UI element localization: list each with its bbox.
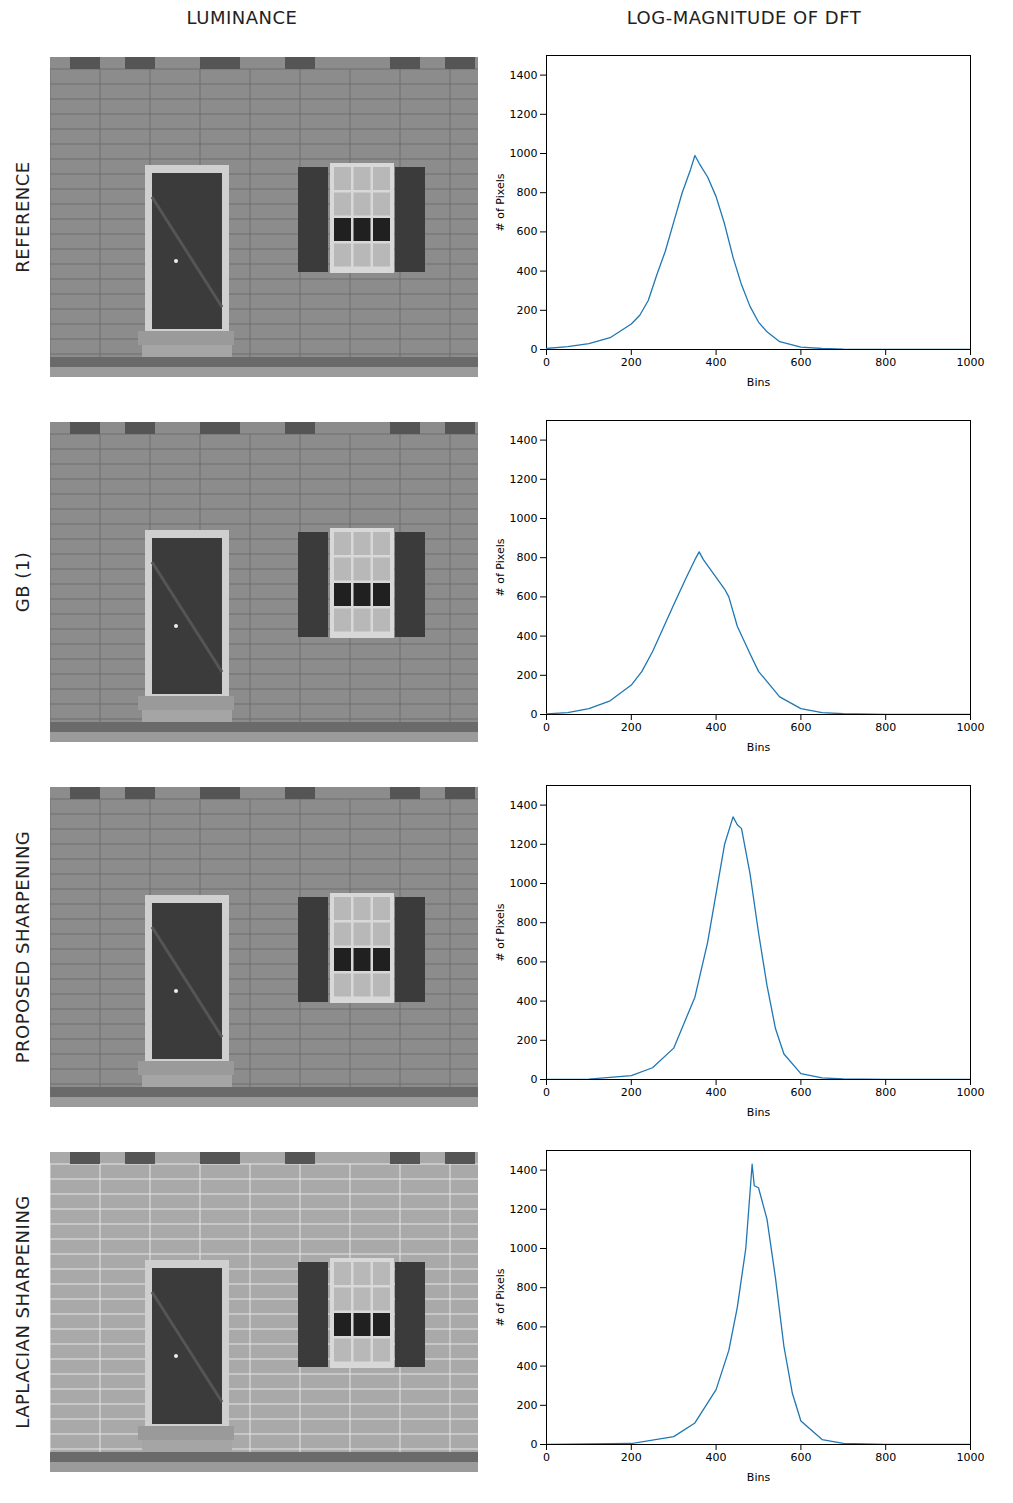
svg-text:800: 800 <box>517 916 538 929</box>
svg-text:1000: 1000 <box>510 147 538 160</box>
svg-text:400: 400 <box>706 1086 727 1099</box>
svg-text:1400: 1400 <box>510 798 538 811</box>
svg-text:1400: 1400 <box>510 433 538 446</box>
svg-text:800: 800 <box>875 721 896 734</box>
svg-text:600: 600 <box>790 356 811 369</box>
svg-text:1000: 1000 <box>957 1451 985 1464</box>
html-text:LUMINANCE: LUMINANCE <box>186 6 298 28</box>
svg-text:200: 200 <box>621 356 642 369</box>
svg-text:800: 800 <box>875 1451 896 1464</box>
svg-text:0: 0 <box>531 1438 538 1451</box>
svg-text:200: 200 <box>517 1398 538 1411</box>
svg-text:200: 200 <box>517 303 538 316</box>
svg-text:# of Pixels: # of Pixels <box>494 903 507 961</box>
svg-text:800: 800 <box>517 186 538 199</box>
svg-text:1000: 1000 <box>510 512 538 525</box>
svg-text:600: 600 <box>790 1086 811 1099</box>
html-text:REFERENCE: REFERENCE <box>11 160 33 273</box>
svg-text:200: 200 <box>517 1033 538 1046</box>
svg-text:Bins: Bins <box>747 375 771 388</box>
svg-text:400: 400 <box>517 264 538 277</box>
html-text:PROPOSED SHARPENING: PROPOSED SHARPENING <box>11 830 33 1063</box>
svg-text:400: 400 <box>517 1359 538 1372</box>
svg-text:800: 800 <box>875 1086 896 1099</box>
html-text:LOG-MAGNITUDE OF DFT: LOG-MAGNITUDE OF DFT <box>626 6 862 28</box>
svg-text:0: 0 <box>543 721 550 734</box>
html-text:LAPLACIAN SHARPENING: LAPLACIAN SHARPENING <box>11 1194 33 1429</box>
svg-text:200: 200 <box>621 721 642 734</box>
svg-text:600: 600 <box>790 721 811 734</box>
svg-text:Bins: Bins <box>747 1105 771 1118</box>
svg-text:400: 400 <box>706 721 727 734</box>
svg-text:200: 200 <box>621 1086 642 1099</box>
svg-text:1200: 1200 <box>510 837 538 850</box>
svg-text:0: 0 <box>531 1073 538 1086</box>
html-text:GB (1): GB (1) <box>11 551 33 612</box>
svg-text:0: 0 <box>531 708 538 721</box>
svg-text:Bins: Bins <box>747 740 771 753</box>
svg-text:600: 600 <box>517 225 538 238</box>
svg-text:1400: 1400 <box>510 1163 538 1176</box>
svg-text:1200: 1200 <box>510 472 538 485</box>
svg-text:# of Pixels: # of Pixels <box>494 1268 507 1326</box>
svg-text:800: 800 <box>517 1281 538 1294</box>
svg-text:400: 400 <box>517 994 538 1007</box>
svg-text:1200: 1200 <box>510 107 538 120</box>
svg-text:400: 400 <box>706 356 727 369</box>
svg-text:400: 400 <box>517 629 538 642</box>
svg-text:1000: 1000 <box>510 1242 538 1255</box>
svg-text:600: 600 <box>790 1451 811 1464</box>
svg-text:600: 600 <box>517 955 538 968</box>
svg-text:600: 600 <box>517 1320 538 1333</box>
svg-text:# of Pixels: # of Pixels <box>494 173 507 231</box>
svg-text:0: 0 <box>531 343 538 356</box>
svg-text:0: 0 <box>543 1451 550 1464</box>
svg-text:400: 400 <box>706 1451 727 1464</box>
svg-text:0: 0 <box>543 1086 550 1099</box>
svg-text:1000: 1000 <box>957 356 985 369</box>
svg-text:1000: 1000 <box>957 1086 985 1099</box>
svg-text:1400: 1400 <box>510 68 538 81</box>
svg-text:200: 200 <box>517 668 538 681</box>
svg-text:# of Pixels: # of Pixels <box>494 538 507 596</box>
svg-text:0: 0 <box>543 356 550 369</box>
svg-text:Bins: Bins <box>747 1470 771 1483</box>
svg-text:800: 800 <box>517 551 538 564</box>
svg-text:1000: 1000 <box>957 721 985 734</box>
svg-text:1000: 1000 <box>510 877 538 890</box>
svg-text:200: 200 <box>621 1451 642 1464</box>
svg-text:600: 600 <box>517 590 538 603</box>
svg-text:800: 800 <box>875 356 896 369</box>
svg-text:1200: 1200 <box>510 1202 538 1215</box>
